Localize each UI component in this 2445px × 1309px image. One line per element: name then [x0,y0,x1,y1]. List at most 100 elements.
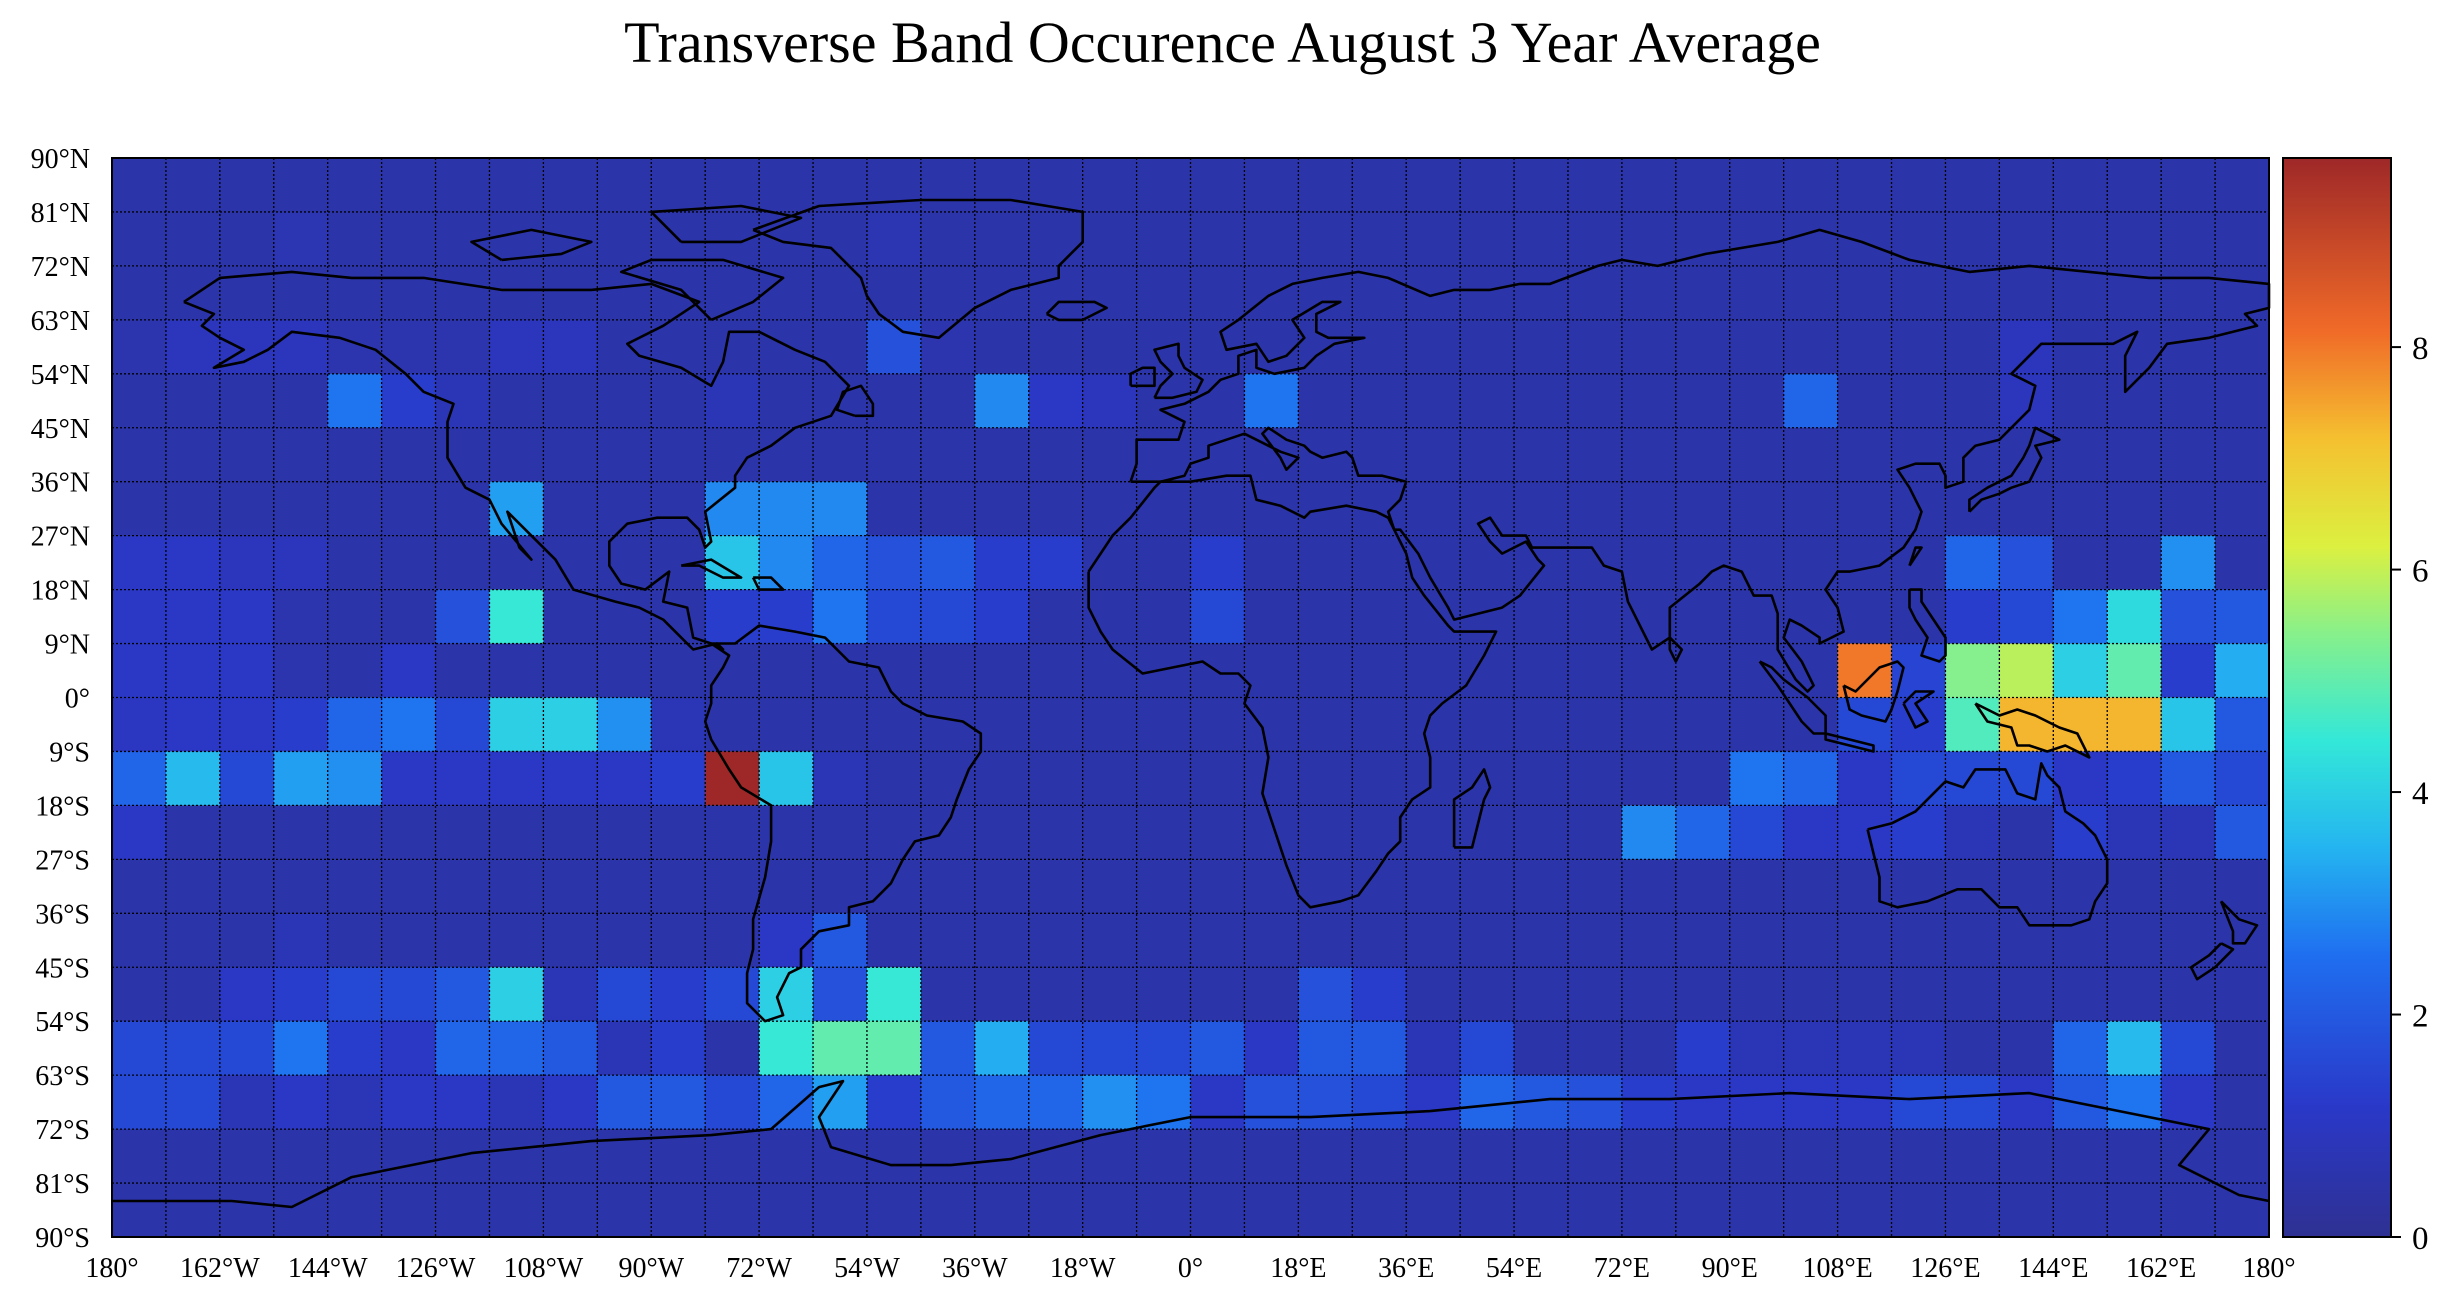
heatmap-cell [165,697,221,753]
y-tick-label: 27°S [35,845,90,876]
heatmap-cell [1783,805,1839,860]
heatmap-cell [1675,697,1731,753]
heatmap-cell [543,265,598,321]
heatmap-cell [1999,211,2054,267]
heatmap-cell [1945,913,2000,968]
heatmap-cell [2053,158,2108,213]
heatmap-cell [543,211,598,267]
heatmap-cell [1136,859,1192,914]
heatmap-cell [1837,265,1893,321]
heatmap-cell [1190,751,1246,806]
heatmap-cell [1298,805,1353,860]
heatmap-cell [1460,859,1515,914]
heatmap-cell [1567,373,1623,429]
heatmap-cell [920,211,976,267]
heatmap-cell [1999,589,2054,645]
heatmap-cell [1352,967,1407,1022]
heatmap-cell [2161,265,2216,321]
heatmap-cell [1298,859,1353,914]
heatmap-cell [2215,967,2270,1022]
heatmap-cell [1783,859,1839,914]
heatmap-cell [1244,697,1299,753]
coastline [470,228,593,262]
heatmap-cell [813,1021,868,1076]
heatmap-cell [597,1021,652,1076]
heatmap-cell [705,1021,760,1076]
heatmap-cell [1352,589,1407,645]
x-tick-label: 126°E [1910,1253,1980,1284]
heatmap-cell [1244,158,1299,213]
heatmap-cell [1891,211,1947,267]
heatmap-cell [1675,373,1731,429]
heatmap-cell [1136,751,1192,806]
heatmap-cell [273,427,329,483]
heatmap-cell [974,211,1030,267]
heatmap-cell [705,751,760,806]
heatmap-cell [1891,158,1947,213]
heatmap-cell [2053,1021,2108,1076]
heatmap-cell [1675,859,1731,914]
heatmap-cell [2161,1021,2216,1076]
heatmap-cell [759,697,814,753]
heatmap-cell [1783,319,1839,375]
heatmap-cell [273,211,329,267]
heatmap-cell [2053,805,2108,860]
heatmap-cell [2215,373,2270,429]
heatmap-cell [489,265,544,321]
heatmap-cell [543,859,598,914]
heatmap-cell [489,1129,544,1184]
heatmap-cell [651,967,706,1022]
heatmap-cell [1621,1129,1677,1184]
y-tick-label: 90°S [35,1223,90,1254]
heatmap-cell [1675,805,1731,860]
heatmap-cell [273,1021,329,1076]
heatmap-cell [165,481,221,537]
heatmap-cell [920,913,976,968]
heatmap-cell [273,643,329,699]
heatmap-cell [813,967,868,1022]
heatmap-cell [651,373,706,429]
coastline [1129,366,1156,388]
heatmap-cell [1406,1129,1461,1184]
heatmap-cell [2161,319,2216,375]
heatmap-cell [813,427,868,483]
heatmap-cell [1675,643,1731,699]
heatmap-cell [327,751,383,806]
heatmap-cell [219,1075,275,1130]
heatmap-cell [1028,805,1084,860]
heatmap-cell [489,643,544,699]
x-tick-label: 162°E [2126,1253,2196,1284]
heatmap-cell [1298,535,1353,591]
heatmap-cell [2053,967,2108,1022]
heatmap-cell [1729,319,1785,375]
heatmap-cell [112,427,167,483]
heatmap-cell [219,859,275,914]
heatmap-cell [273,481,329,537]
heatmap-cell [2107,535,2162,591]
heatmap-cell [1837,643,1893,699]
heatmap-cell [813,805,868,860]
heatmap-cell [1460,697,1515,753]
heatmap-cell [1837,913,1893,968]
heatmap-cell [2107,967,2162,1022]
heatmap-cell [381,1129,437,1184]
heatmap-cell [1675,319,1731,375]
heatmap-cell [2053,643,2108,699]
heatmap-cell [435,751,491,806]
heatmap-cell [1298,1021,1353,1076]
heatmap-cell [1352,751,1407,806]
heatmap-cell [1028,373,1084,429]
heatmap-cell [1190,1075,1246,1130]
coastline [1668,636,1684,663]
heatmap-cell [1945,805,2000,860]
heatmap-cell [1567,967,1623,1022]
heatmap-cell [1406,158,1461,213]
heatmap-cell [920,1021,976,1076]
heatmap-cell [920,535,976,591]
heatmap-cell [1244,319,1299,375]
heatmap-cell [1244,859,1299,914]
heatmap-cell [489,481,544,537]
heatmap-cell [1783,913,1839,968]
y-tick-label: 72°N [31,252,90,283]
heatmap-cell [1891,1021,1947,1076]
